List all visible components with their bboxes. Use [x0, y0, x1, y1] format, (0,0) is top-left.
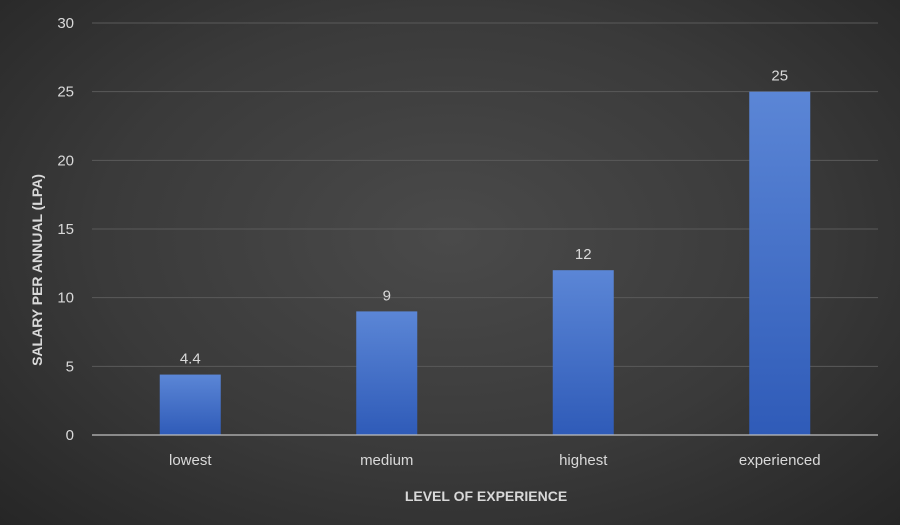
y-tick-label: 0: [66, 427, 74, 444]
y-tick-label: 30: [57, 15, 74, 32]
bar-experienced: [749, 91, 811, 436]
x-tick-label-lowest: lowest: [169, 452, 212, 469]
data-label-experienced: 25: [771, 68, 788, 85]
y-tick-label: 5: [66, 358, 74, 375]
y-axis-ticks: 0 5 10 15 20 25 30: [57, 15, 74, 444]
y-tick-label: 15: [57, 221, 74, 238]
data-label-lowest: 4.4: [180, 351, 201, 368]
bar-highest: [552, 270, 614, 435]
x-axis-title: LEVEL OF EXPERIENCE: [405, 488, 567, 504]
y-tick-label: 25: [57, 84, 74, 101]
x-tick-label-medium: medium: [360, 452, 413, 469]
x-tick-label-highest: highest: [559, 452, 608, 469]
gridlines: [92, 22, 878, 367]
x-axis-ticks: lowest medium highest experienced: [169, 452, 821, 469]
y-axis-title: SALARY PER ANNUAL (LPA): [29, 174, 45, 366]
y-tick-label: 10: [57, 290, 74, 307]
y-tick-label: 20: [57, 152, 74, 169]
bar-medium: [356, 311, 418, 435]
bars: [159, 91, 811, 436]
data-label-highest: 12: [575, 246, 592, 263]
data-labels: 4.4 9 12 25: [180, 68, 788, 368]
bar-lowest: [159, 374, 221, 435]
x-tick-label-experienced: experienced: [739, 452, 821, 469]
data-label-medium: 9: [383, 287, 391, 304]
